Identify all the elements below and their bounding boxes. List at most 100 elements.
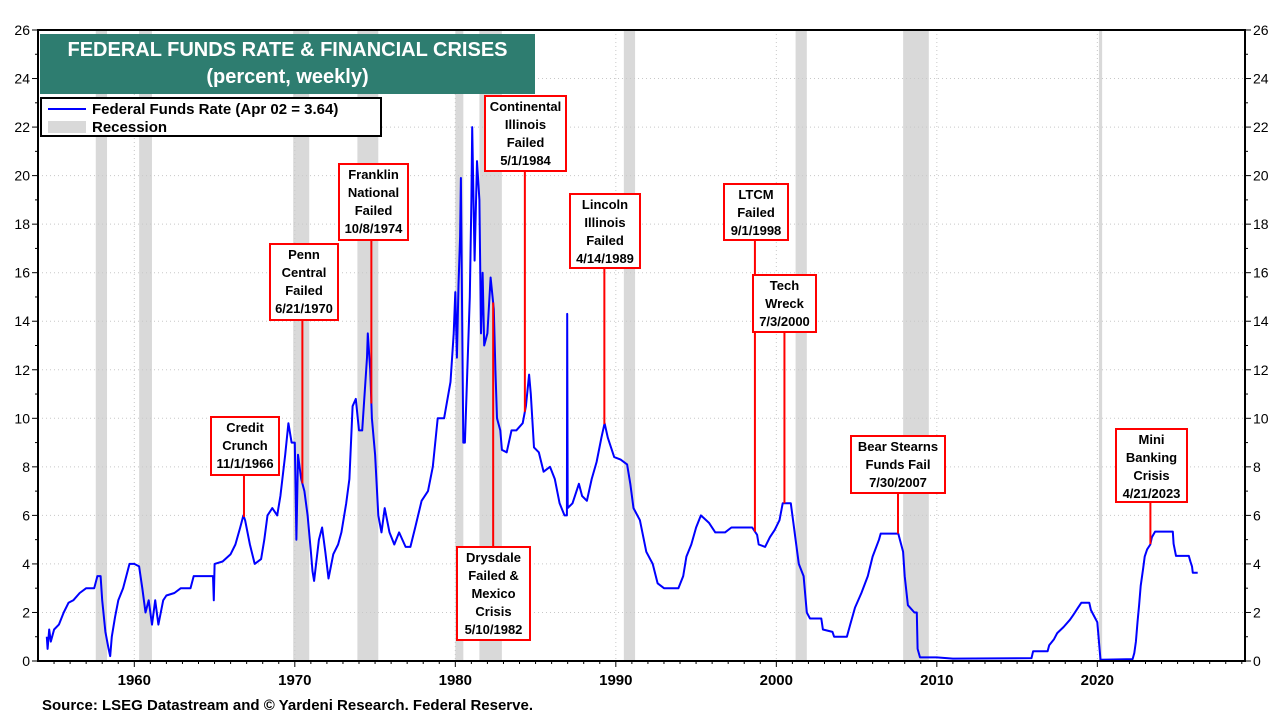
annotation-text: Funds Fail bbox=[865, 457, 931, 472]
annotation-text: 6/21/1970 bbox=[275, 301, 333, 316]
y-tick-label-left: 2 bbox=[22, 604, 30, 620]
legend-recession-swatch bbox=[48, 121, 86, 133]
y-tick-label-right: 20 bbox=[1253, 168, 1269, 184]
y-tick-label-right: 8 bbox=[1253, 459, 1261, 475]
annotation-text: 4/21/2023 bbox=[1122, 486, 1181, 501]
y-tick-label-left: 12 bbox=[14, 362, 30, 378]
annotation-text: Illinois bbox=[584, 215, 626, 230]
y-tick-label-left: 18 bbox=[14, 216, 30, 232]
y-tick-label-right: 16 bbox=[1253, 265, 1269, 281]
chart-subtitle: (percent, weekly) bbox=[206, 66, 369, 88]
legend-recession-label: Recession bbox=[92, 118, 168, 136]
y-tick-label-left: 8 bbox=[22, 459, 30, 475]
annotation-text: 9/1/1998 bbox=[730, 223, 782, 238]
recession-band bbox=[1098, 30, 1103, 661]
annotation-text: Continental bbox=[489, 99, 562, 114]
annotation-text: Crisis bbox=[1133, 468, 1170, 483]
annotation-box: Drysdale Failed & Mexico Crisis 5/10/1982 bbox=[456, 546, 531, 641]
y-tick-label-right: 2 bbox=[1253, 604, 1261, 620]
annotation-text: Failed & bbox=[468, 568, 519, 583]
annotation-text: 5/10/1982 bbox=[464, 622, 523, 637]
legend-series-label: Federal Funds Rate (Apr 02 = 3.64) bbox=[92, 100, 339, 118]
y-tick-label-left: 10 bbox=[14, 410, 30, 426]
y-tick-label-right: 6 bbox=[1253, 507, 1261, 523]
y-tick-label-left: 22 bbox=[14, 119, 30, 135]
annotation-text: Failed bbox=[285, 283, 323, 298]
y-tick-label-left: 0 bbox=[22, 653, 30, 669]
recession-band bbox=[623, 30, 636, 661]
recession-band bbox=[903, 30, 929, 661]
annotation-box: Continental Illinois Failed 5/1/1984 bbox=[484, 95, 567, 172]
x-tick-label: 1980 bbox=[439, 672, 472, 689]
annotation-text: Illinois bbox=[504, 117, 547, 132]
recession-band bbox=[455, 30, 464, 661]
annotation-text: Drysdale bbox=[466, 550, 521, 565]
annotation-text: Banking bbox=[1125, 450, 1178, 465]
x-tick-label: 2000 bbox=[760, 672, 793, 689]
y-tick-label-right: 10 bbox=[1253, 410, 1269, 426]
legend: Federal Funds Rate (Apr 02 = 3.64) Reces… bbox=[40, 97, 382, 137]
annotation-box: Bear Stearns Funds Fail 7/30/2007 bbox=[850, 435, 946, 494]
legend-line-swatch bbox=[48, 108, 86, 110]
annotation-text: 7/3/2000 bbox=[759, 314, 810, 329]
annotation-text: Franklin bbox=[348, 167, 399, 182]
annotation-text: Lincoln bbox=[581, 197, 629, 212]
y-tick-label-left: 24 bbox=[14, 71, 30, 87]
annotation-text: Failed bbox=[586, 233, 624, 248]
annotation-box: Mini Banking Crisis 4/21/2023 bbox=[1115, 428, 1188, 503]
annotation-text: Bear Stearns bbox=[857, 439, 939, 454]
annotation-text: 7/30/2007 bbox=[869, 475, 927, 490]
annotation-text: Mini bbox=[1138, 432, 1165, 447]
annotation-text: Mexico bbox=[471, 586, 516, 601]
annotation-box: LTCM Failed 9/1/1998 bbox=[723, 183, 789, 241]
recession-band bbox=[795, 30, 807, 661]
chart-title-box: FEDERAL FUNDS RATE & FINANCIAL CRISES (p… bbox=[40, 34, 535, 94]
y-tick-label-right: 26 bbox=[1253, 22, 1269, 38]
annotation-box: Franklin National Failed 10/8/1974 bbox=[338, 163, 409, 241]
annotation-box: Lincoln Illinois Failed 4/14/1989 bbox=[569, 193, 641, 269]
annotation-text: Crunch bbox=[222, 438, 268, 453]
y-tick-label-left: 20 bbox=[14, 168, 30, 184]
annotation-text: Crisis bbox=[475, 604, 512, 619]
recession-band bbox=[139, 30, 152, 661]
y-tick-label-right: 24 bbox=[1253, 71, 1269, 87]
x-tick-label: 1970 bbox=[278, 672, 311, 689]
y-tick-label-right: 22 bbox=[1253, 119, 1269, 135]
annotation-text: 4/14/1989 bbox=[576, 251, 634, 266]
y-tick-label-left: 4 bbox=[22, 556, 30, 572]
annotation-box: Credit Crunch 11/1/1966 bbox=[210, 416, 280, 476]
y-tick-label-right: 18 bbox=[1253, 216, 1269, 232]
annotation-text: Failed bbox=[354, 203, 393, 218]
annotation-text: 11/1/1966 bbox=[216, 456, 274, 471]
annotation-box: Penn Central Failed 6/21/1970 bbox=[269, 243, 339, 321]
y-tick-label-left: 26 bbox=[14, 22, 30, 38]
y-tick-label-right: 0 bbox=[1253, 653, 1261, 669]
annotation-text: Penn bbox=[288, 247, 320, 262]
annotation-box: Tech Wreck 7/3/2000 bbox=[752, 274, 817, 333]
annotation-text: Failed bbox=[506, 135, 545, 150]
annotation-text: National bbox=[347, 185, 400, 200]
annotation-text: Failed bbox=[737, 205, 775, 220]
y-tick-label-right: 14 bbox=[1253, 313, 1269, 329]
x-tick-label: 2010 bbox=[920, 672, 953, 689]
recession-band bbox=[479, 30, 502, 661]
y-tick-label-left: 6 bbox=[22, 507, 30, 523]
y-tick-label-left: 14 bbox=[14, 313, 30, 329]
source-note: Source: LSEG Datastream and © Yardeni Re… bbox=[42, 697, 533, 714]
x-tick-label: 2020 bbox=[1081, 672, 1114, 689]
y-tick-label-right: 4 bbox=[1253, 556, 1261, 572]
fed-funds-rate-line bbox=[45, 126, 1198, 661]
recession-band bbox=[95, 30, 108, 661]
x-tick-label: 1990 bbox=[599, 672, 632, 689]
y-tick-label-right: 12 bbox=[1253, 362, 1269, 378]
legend-item-series: Federal Funds Rate (Apr 02 = 3.64) bbox=[48, 100, 338, 118]
annotation-text: 5/1/1984 bbox=[500, 153, 551, 168]
annotation-text: Central bbox=[281, 265, 327, 280]
chart-title: FEDERAL FUNDS RATE & FINANCIAL CRISES bbox=[67, 39, 508, 61]
x-tick-label: 1960 bbox=[118, 672, 151, 689]
y-tick-label-left: 16 bbox=[14, 265, 30, 281]
annotation-text: Wreck bbox=[765, 296, 804, 311]
legend-item-recession: Recession bbox=[48, 118, 167, 136]
annotation-text: LTCM bbox=[738, 187, 774, 202]
annotation-text: Credit bbox=[226, 420, 264, 435]
